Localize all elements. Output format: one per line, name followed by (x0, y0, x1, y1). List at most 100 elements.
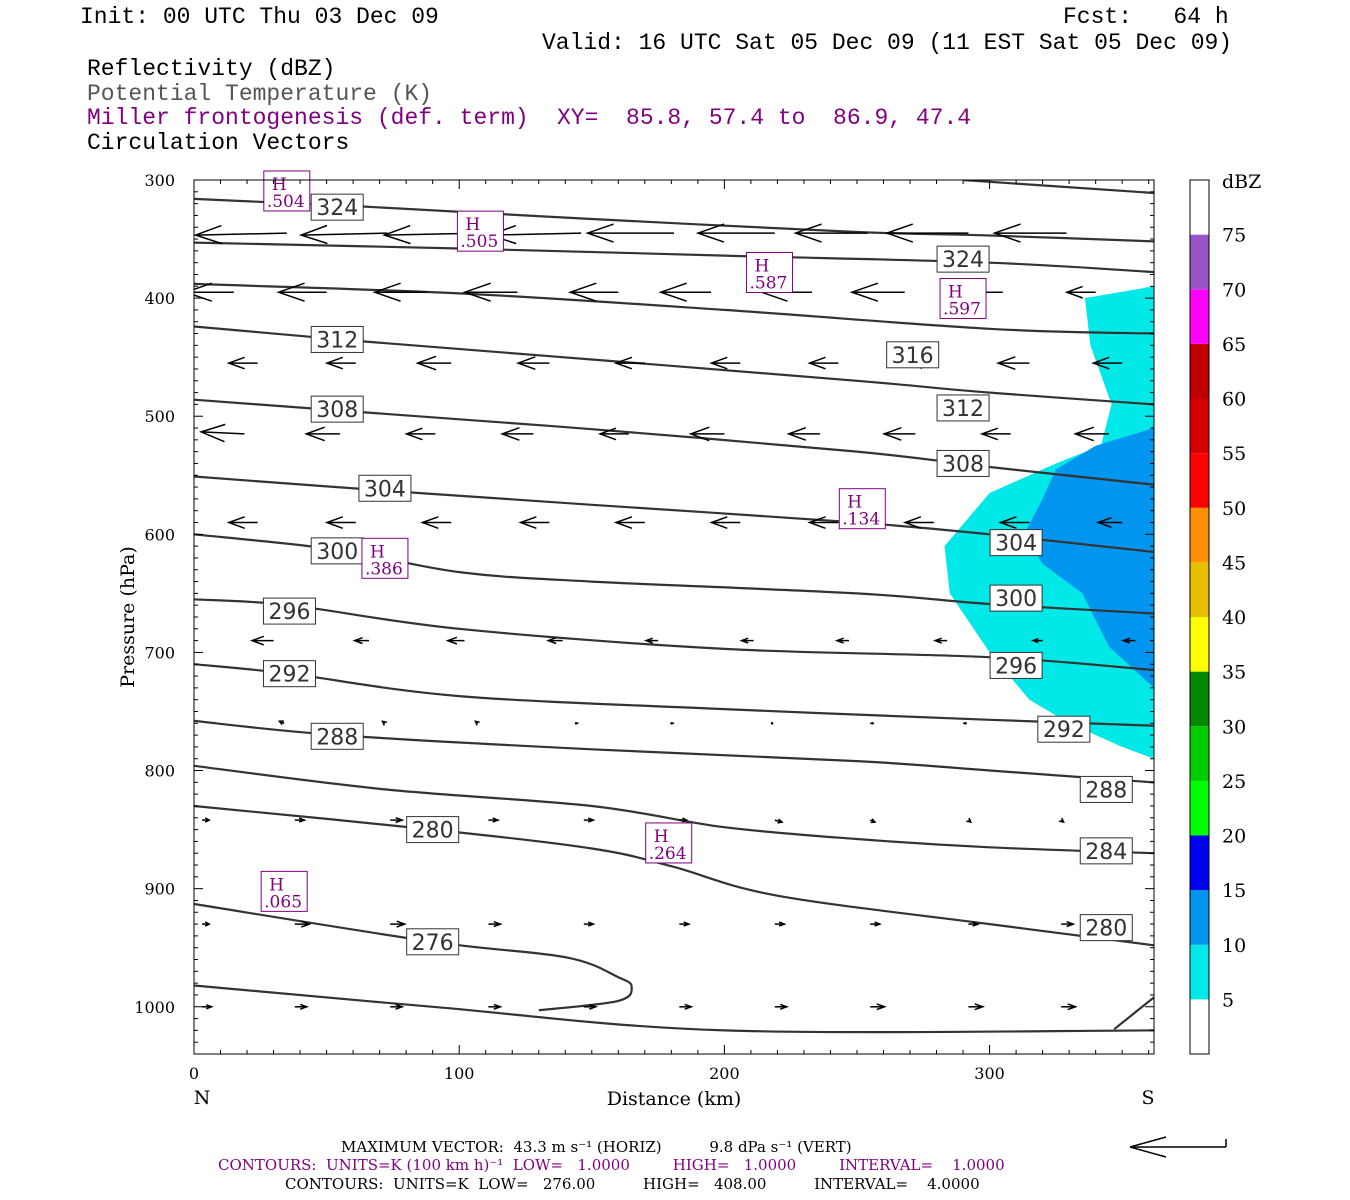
colorbar-bin (1190, 780, 1209, 836)
colorbar-tick-label: 45 (1222, 552, 1246, 574)
circulation-vector (1073, 426, 1109, 442)
colorbar-tick-label: 35 (1222, 662, 1246, 684)
theta-label-312: 312 (936, 394, 990, 422)
circulation-vector (1061, 1003, 1078, 1011)
circulation-vector (613, 356, 645, 370)
circulation-vector (298, 224, 388, 245)
circulation-vector (643, 637, 659, 644)
circulation-vector (194, 282, 234, 302)
svg-text:H: H (847, 493, 862, 513)
colorbar-bin (1190, 507, 1209, 563)
y-tick-label: 300 (144, 171, 175, 190)
theta-label-292: 292 (262, 660, 316, 688)
circulation-vector (881, 426, 916, 441)
circulation-vector (324, 516, 356, 530)
x-axis-label: Distance (km) (607, 1088, 742, 1110)
circulation-vector (884, 223, 969, 243)
x-tick-label: 200 (709, 1064, 740, 1083)
colorbar-bin (1190, 835, 1209, 891)
circulation-vector (739, 637, 754, 644)
circulation-vector (226, 356, 258, 370)
field-reflectivity: Reflectivity (dBZ) (87, 56, 336, 82)
svg-text:312: 312 (316, 328, 358, 353)
colorbar-tick-label: 75 (1222, 225, 1246, 247)
svg-text:284: 284 (1085, 840, 1127, 865)
svg-text:.386: .386 (365, 559, 403, 579)
circulation-vector (774, 1003, 789, 1010)
svg-text:308: 308 (942, 452, 984, 477)
colorbar-bin-below-5 (1190, 999, 1209, 1054)
circulation-vector (583, 817, 596, 823)
svg-text:.597: .597 (943, 299, 981, 319)
y-tick-label: 500 (144, 407, 175, 426)
theta-contour-272 (1113, 996, 1154, 1031)
colorbar-tick-label: 40 (1222, 607, 1246, 629)
circulation-vector (597, 427, 629, 441)
svg-text:.134: .134 (842, 510, 880, 530)
circulation-vector (518, 516, 550, 530)
circulation-vector (996, 356, 1030, 371)
svg-text:H: H (948, 282, 963, 302)
circulation-vector (1030, 637, 1043, 644)
circulation-vector (658, 282, 712, 302)
field-frontogenesis: Miller frontogenesis (def. term) (87, 105, 529, 131)
circulation-vector (834, 637, 849, 644)
theta-label-304: 304 (358, 474, 412, 502)
colorbar-tick-label: 60 (1222, 389, 1246, 411)
frontogenesis-high: H.587 (745, 251, 793, 293)
svg-text:296: 296 (995, 654, 1037, 679)
svg-text:292: 292 (1043, 718, 1085, 743)
circulation-vector (966, 817, 973, 824)
circulation-vector (415, 355, 452, 371)
colorbar-tick-label: 30 (1222, 716, 1246, 738)
svg-text:312: 312 (942, 397, 984, 422)
circulation-vector (277, 720, 285, 726)
circulation-vector (679, 817, 689, 823)
valid-time: Valid: 16 UTC Sat 05 Dec 09 (11 EST Sat … (542, 30, 1233, 56)
colorbar-tick-label: 15 (1222, 880, 1246, 902)
circulation-vector (807, 516, 839, 530)
circulation-vector (709, 516, 741, 530)
circulation-vector (304, 426, 340, 442)
colorbar-bin (1190, 289, 1209, 344)
init-time: Init: 00 UTC Thu 03 Dec 09 (80, 4, 439, 30)
circulation-vector (869, 818, 877, 824)
circulation-vector (902, 516, 934, 530)
colorbar-tick-label: 50 (1222, 498, 1246, 520)
circulation-vector (294, 817, 307, 823)
circulation-vector (1061, 920, 1076, 928)
theta-contour-284 (194, 764, 1154, 855)
svg-text:276: 276 (412, 931, 454, 956)
y-tick-label: 800 (144, 762, 175, 781)
theta-label-280: 280 (1079, 914, 1133, 942)
reflectivity-shading (944, 286, 1154, 759)
colorbar-tick-label: 70 (1222, 279, 1246, 301)
theta-label-288: 288 (310, 722, 364, 750)
circulation-vector (199, 423, 245, 443)
svg-text:304: 304 (364, 477, 406, 502)
north-end-label: N (194, 1087, 211, 1109)
theta-contour-labels: 324 324 316 312 312 308 308 304 304 300 300 296 296 2… (262, 193, 1133, 956)
circulation-vector (276, 282, 327, 302)
theta-contour-272 (194, 984, 1154, 1034)
circulation-vector (516, 356, 550, 371)
circulation-vector (963, 722, 967, 725)
theta-contour-280 (194, 804, 1154, 947)
circulation-vector (695, 223, 775, 243)
svg-text:288: 288 (1085, 778, 1127, 803)
frontogenesis-high: H.134 (838, 488, 886, 530)
frontogenesis-high: H.504 (263, 170, 311, 212)
x-tick-label: 100 (444, 1064, 475, 1083)
circulation-vector (390, 920, 407, 928)
circulation-vector (474, 720, 480, 726)
frontogenesis-high: H.264 (645, 822, 693, 864)
circulation-vector (294, 920, 312, 928)
circulation-vector (445, 636, 465, 645)
colorbar-bin (1190, 671, 1209, 727)
theta-contour-320 (194, 241, 1154, 274)
frontogenesis-high: H.505 (456, 210, 504, 252)
circulation-vector (870, 921, 882, 927)
circulation-vector (670, 722, 674, 725)
theta-label-300: 300 (310, 537, 364, 565)
svg-text:.264: .264 (649, 844, 687, 864)
